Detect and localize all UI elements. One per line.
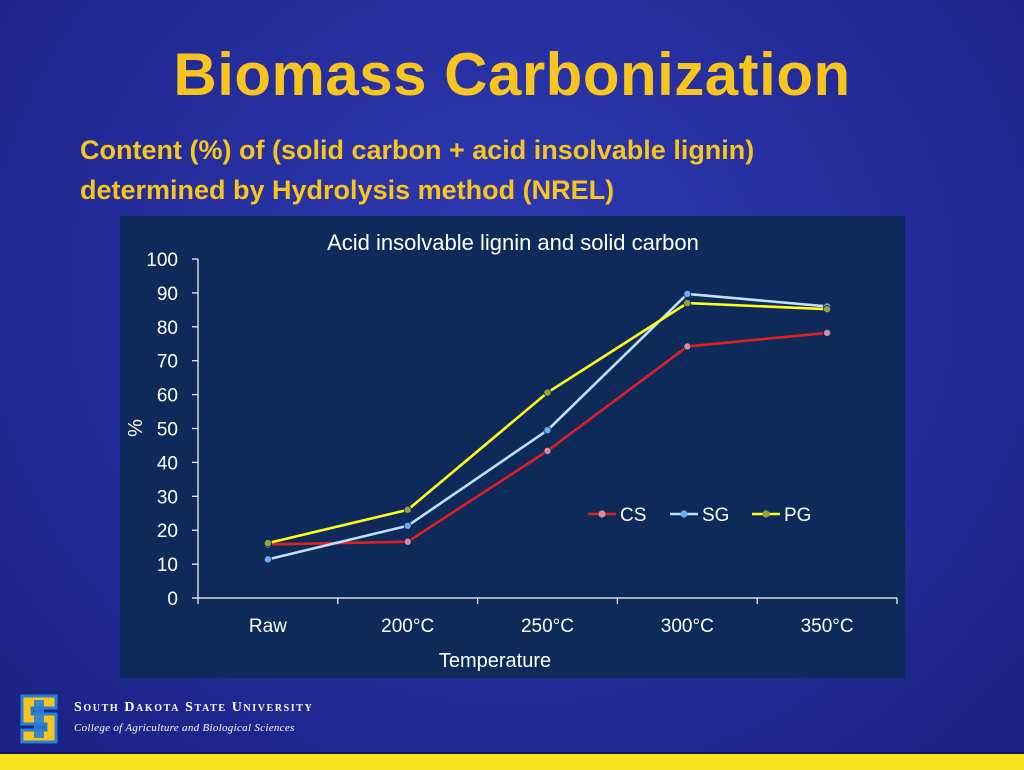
axes: 0 10 20 30 40 50 60 70 80 90 100 Raw 200°C 250°C 300°C… — [146, 250, 898, 637]
legend-label-pg: PG — [784, 505, 811, 526]
subtitle-line-1: Content (%) of (solid carbon + acid inso… — [80, 135, 755, 165]
data-point-cs — [823, 328, 832, 337]
y-tick-label: 20 — [157, 521, 178, 542]
data-point-pg — [403, 505, 412, 514]
y-tick-label: 30 — [157, 487, 178, 508]
legend-marker-sg — [680, 510, 688, 518]
series-group — [263, 289, 832, 564]
data-point-sg — [543, 426, 552, 435]
legend: CS SG PG — [588, 505, 811, 526]
data-point-sg — [683, 289, 692, 298]
y-tick-label: 100 — [146, 250, 178, 271]
legend-label-cs: CS — [620, 505, 646, 526]
y-tick-label: 0 — [167, 589, 178, 610]
chart-panel: Acid insolvable lignin and solid carbon … — [120, 216, 905, 678]
x-tick-label: 300°C — [661, 616, 714, 637]
data-point-pg — [263, 539, 272, 548]
legend-label-sg: SG — [702, 505, 729, 526]
bottom-bar — [0, 752, 1024, 770]
y-tick-label: 60 — [157, 386, 178, 407]
x-axis-title: Temperature — [439, 650, 551, 672]
y-tick-label: 90 — [157, 284, 178, 305]
data-point-cs — [683, 342, 692, 351]
data-point-pg — [683, 299, 692, 308]
line-chart: Acid insolvable lignin and solid carbon … — [125, 230, 898, 672]
y-tick-label: 80 — [157, 318, 178, 339]
chart-title: Acid insolvable lignin and solid carbon — [327, 230, 699, 255]
data-point-pg — [823, 305, 832, 314]
subtitle-line-2: determined by Hydrolysis method (NREL) — [80, 175, 615, 205]
x-tick-label: 250°C — [521, 616, 574, 637]
y-tick-label: 10 — [157, 555, 178, 576]
series-line-pg — [267, 301, 828, 545]
university-name: South Dakota State University — [74, 700, 314, 715]
y-tick-label: 40 — [157, 453, 178, 474]
data-point-sg — [263, 555, 272, 564]
x-tick-label: 200°C — [381, 616, 434, 637]
series-line-cs — [267, 331, 828, 546]
data-point-sg — [403, 521, 412, 530]
data-point-cs — [543, 446, 552, 455]
y-axis-title: % — [125, 419, 147, 437]
x-tick-label: 350°C — [801, 616, 854, 637]
x-tick-label: Raw — [249, 616, 287, 637]
legend-marker-cs — [598, 510, 606, 518]
university-logo-icon — [20, 694, 58, 744]
data-point-pg — [543, 388, 552, 397]
slide-title: Biomass Carbonization — [173, 41, 851, 108]
y-tick-label: 50 — [157, 420, 178, 441]
college-name: College of Agriculture and Biological Sc… — [74, 722, 295, 734]
y-tick-label: 70 — [157, 352, 178, 373]
legend-marker-pg — [762, 510, 770, 518]
slide-subtitle: Content (%) of (solid carbon + acid inso… — [80, 130, 980, 210]
data-point-cs — [403, 537, 412, 546]
